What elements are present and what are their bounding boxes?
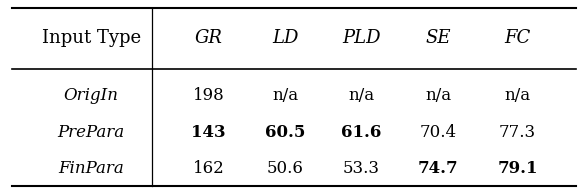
- Text: OrigIn: OrigIn: [64, 87, 119, 105]
- Text: 50.6: 50.6: [267, 160, 303, 177]
- Text: 53.3: 53.3: [343, 160, 380, 177]
- Text: FC: FC: [505, 29, 530, 47]
- Text: FinPara: FinPara: [58, 160, 124, 177]
- Text: n/a: n/a: [425, 87, 451, 105]
- Text: 70.4: 70.4: [419, 124, 457, 141]
- Text: 61.6: 61.6: [342, 124, 382, 141]
- Text: LD: LD: [272, 29, 298, 47]
- Text: PLD: PLD: [342, 29, 381, 47]
- Text: Input Type: Input Type: [42, 29, 141, 47]
- Text: n/a: n/a: [505, 87, 530, 105]
- Text: n/a: n/a: [349, 87, 375, 105]
- Text: 74.7: 74.7: [417, 160, 459, 177]
- Text: PrePara: PrePara: [58, 124, 125, 141]
- Text: 77.3: 77.3: [499, 124, 536, 141]
- Text: GR: GR: [195, 29, 223, 47]
- Text: n/a: n/a: [272, 87, 298, 105]
- Text: 60.5: 60.5: [265, 124, 305, 141]
- Text: 162: 162: [193, 160, 225, 177]
- Text: 79.1: 79.1: [497, 160, 537, 177]
- Text: 198: 198: [193, 87, 225, 105]
- Text: 143: 143: [192, 124, 226, 141]
- Text: SE: SE: [425, 29, 451, 47]
